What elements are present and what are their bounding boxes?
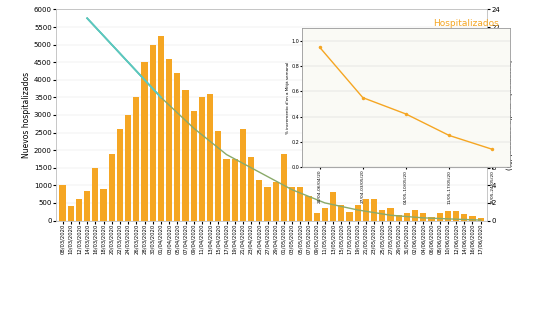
Text: Hospitalizados: Hospitalizados bbox=[433, 19, 500, 28]
Bar bbox=[395, 215, 402, 220]
Bar bbox=[248, 157, 254, 220]
Bar bbox=[150, 45, 156, 220]
Bar bbox=[469, 216, 475, 220]
Bar bbox=[305, 196, 311, 220]
Bar bbox=[445, 211, 451, 220]
Y-axis label: Nuevos hospitalizados: Nuevos hospitalizados bbox=[22, 72, 31, 158]
Bar bbox=[92, 168, 99, 220]
Bar bbox=[174, 73, 180, 220]
Bar bbox=[109, 154, 115, 220]
Y-axis label: % incremento d'en a Mitjà semanal: % incremento d'en a Mitjà semanal bbox=[286, 61, 290, 134]
Bar bbox=[330, 192, 336, 220]
Bar bbox=[289, 187, 295, 220]
Bar bbox=[158, 36, 164, 220]
Y-axis label: Incremento medio semanal (%): Incremento medio semanal (%) bbox=[505, 60, 511, 170]
Bar bbox=[100, 189, 106, 220]
Bar bbox=[232, 159, 238, 220]
Bar bbox=[142, 62, 148, 220]
Bar bbox=[117, 129, 123, 220]
Bar bbox=[199, 97, 205, 220]
Bar bbox=[166, 59, 172, 220]
Bar bbox=[240, 129, 246, 220]
Bar bbox=[84, 191, 90, 220]
Bar bbox=[404, 214, 410, 220]
Bar bbox=[412, 210, 418, 220]
Bar bbox=[420, 213, 426, 220]
Bar bbox=[256, 180, 263, 220]
Bar bbox=[453, 211, 459, 220]
Bar bbox=[363, 199, 369, 220]
Bar bbox=[133, 97, 139, 220]
Bar bbox=[281, 154, 287, 220]
Bar bbox=[338, 205, 344, 220]
Bar bbox=[76, 199, 82, 220]
Bar bbox=[461, 214, 468, 220]
Bar bbox=[388, 208, 394, 220]
Bar bbox=[478, 218, 484, 220]
Bar bbox=[322, 208, 328, 220]
Bar bbox=[354, 205, 361, 220]
Bar bbox=[428, 217, 435, 220]
Bar bbox=[273, 182, 279, 220]
Bar bbox=[68, 206, 74, 220]
Bar bbox=[125, 115, 131, 220]
Bar bbox=[215, 131, 221, 220]
Bar bbox=[314, 214, 320, 220]
Bar bbox=[371, 199, 377, 220]
Bar bbox=[207, 94, 213, 220]
Bar bbox=[297, 187, 304, 220]
Bar bbox=[223, 159, 230, 220]
Bar bbox=[379, 210, 385, 220]
Bar bbox=[264, 187, 270, 220]
Bar bbox=[347, 212, 353, 220]
Bar bbox=[183, 90, 189, 220]
Bar bbox=[59, 185, 66, 220]
Bar bbox=[190, 112, 197, 220]
Bar bbox=[437, 213, 443, 220]
